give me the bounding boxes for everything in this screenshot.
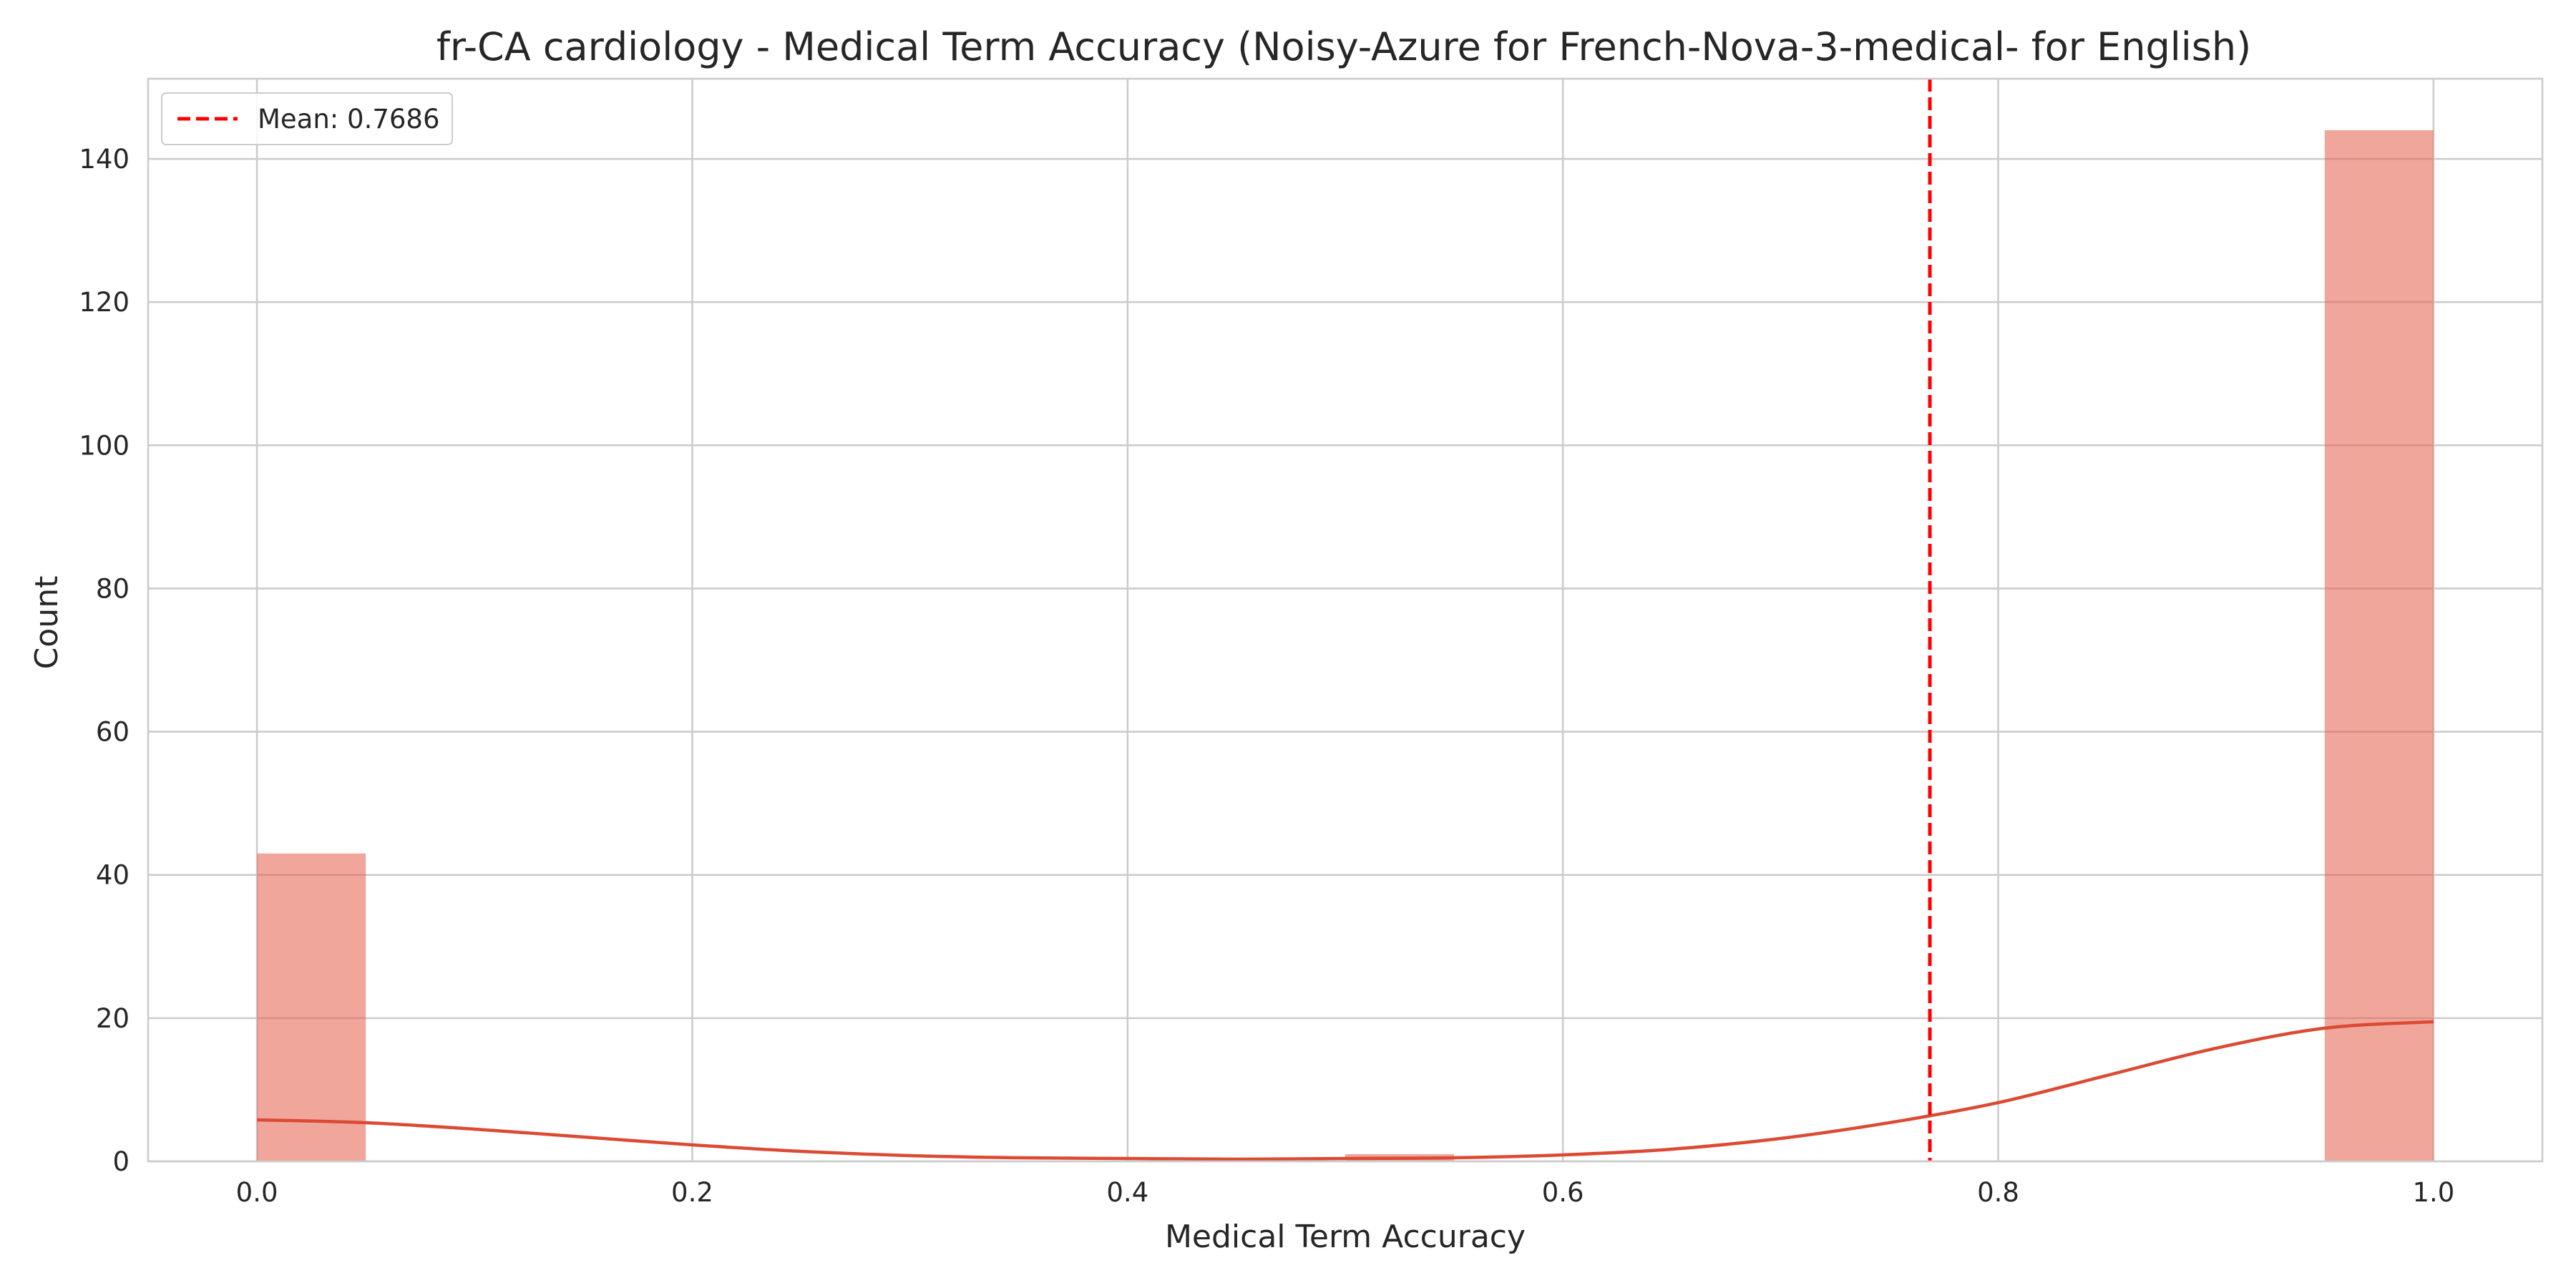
chart-title: fr-CA cardiology - Medical Term Accuracy… bbox=[436, 24, 2251, 69]
histogram-bar bbox=[257, 853, 366, 1161]
y-tick-label: 20 bbox=[96, 1003, 130, 1034]
x-axis-label: Medical Term Accuracy bbox=[1165, 1219, 1526, 1255]
y-tick-label: 100 bbox=[79, 430, 130, 461]
x-tick-label: 0.6 bbox=[1542, 1177, 1584, 1208]
legend-box bbox=[161, 92, 453, 145]
y-tick-label: 0 bbox=[112, 1146, 130, 1177]
kde-curve bbox=[257, 1020, 2434, 1161]
x-tick-label: 1.0 bbox=[2412, 1177, 2454, 1208]
y-tick-label: 60 bbox=[96, 717, 130, 748]
y-tick-label: 120 bbox=[79, 287, 130, 318]
x-tick-label: 0.8 bbox=[1977, 1177, 2019, 1208]
x-tick-labels: 0.0 0.2 0.4 0.6 0.8 1.0 bbox=[236, 1177, 2455, 1208]
grid-lines bbox=[148, 79, 2542, 1163]
legend: Mean: 0.7686 bbox=[161, 92, 453, 145]
y-tick-label: 140 bbox=[79, 144, 130, 175]
legend-mean-label: Mean: 0.7686 bbox=[258, 104, 440, 135]
y-tick-label: 40 bbox=[96, 860, 130, 891]
kde-line bbox=[257, 1020, 2434, 1161]
y-tick-labels: 0 20 40 60 80 100 120 140 bbox=[79, 144, 130, 1177]
x-tick-label: 0.0 bbox=[236, 1177, 278, 1208]
y-axis-label: Count bbox=[29, 576, 65, 670]
x-tick-label: 0.4 bbox=[1106, 1177, 1148, 1208]
plot-frame bbox=[147, 77, 2544, 1163]
histogram-bar bbox=[2324, 130, 2434, 1162]
x-tick-label: 0.2 bbox=[671, 1177, 713, 1208]
y-tick-label: 80 bbox=[96, 573, 130, 604]
histogram-bars bbox=[257, 130, 2434, 1162]
